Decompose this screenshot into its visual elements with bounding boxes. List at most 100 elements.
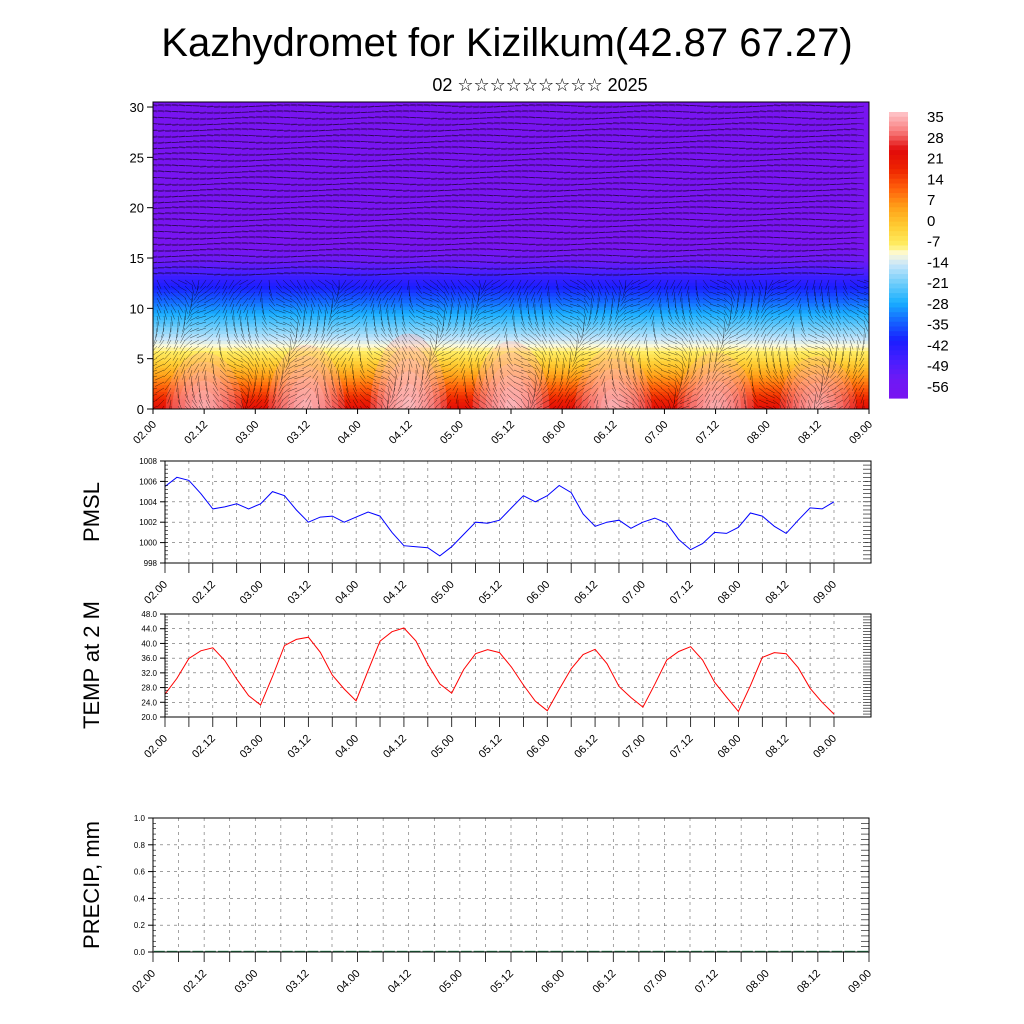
temperature-band <box>153 105 869 110</box>
colorbar-label: -14 <box>927 254 949 271</box>
colorbar-segment <box>889 297 908 304</box>
y-tick-label: 48.0 <box>141 610 157 619</box>
x-tick-label: 05.12 <box>477 579 505 607</box>
temperature-frame <box>164 613 872 718</box>
colorbar-label: -42 <box>927 337 949 354</box>
temperature-band <box>153 296 869 301</box>
x-tick-label: 07.00 <box>620 579 648 607</box>
heating-lobe <box>485 363 537 409</box>
x-tick-label: 04.12 <box>386 968 414 996</box>
precip-bar <box>217 950 229 952</box>
colorbar-segment <box>889 321 908 328</box>
temperature-band <box>153 354 869 359</box>
temperature-band <box>153 122 869 127</box>
colorbar-segment <box>889 126 908 132</box>
heating-lobe <box>280 366 332 409</box>
heating-lobe <box>165 352 243 409</box>
temperature-band <box>153 405 869 409</box>
precip-bar <box>857 950 868 952</box>
x-tick-label: 08.12 <box>763 733 791 761</box>
cross-section-y-axis: 0 5 10 15 20 25 30 <box>130 100 153 417</box>
temperature-band <box>153 395 869 400</box>
temperature-band <box>153 378 869 383</box>
pmsl-panel: 998 1000 1002 1004 1006 1008 02.00 02.12 03.00 03… <box>79 457 872 607</box>
x-tick-label: 09.00 <box>811 579 839 607</box>
x-tick-label: 05.00 <box>437 968 465 996</box>
colorbar-segment <box>889 173 908 180</box>
heating-lobe <box>191 390 217 409</box>
temperature-band <box>153 119 869 124</box>
colorbar-segment <box>889 221 908 227</box>
x-tick-label: 08.12 <box>763 579 791 607</box>
temperature-band <box>153 224 869 229</box>
cross-section-x-axis: 02.00 02.12 03.00 03.12 04.00 04.12 05.00 05.12… <box>131 409 875 447</box>
temperature-band <box>153 275 869 280</box>
y-tick-label: 0.4 <box>134 894 146 903</box>
temperature-band <box>153 245 869 250</box>
x-tick-label: 03.00 <box>232 968 260 996</box>
precip-bar <box>396 950 408 952</box>
temperature-band <box>153 173 869 178</box>
temperature-band <box>153 190 869 195</box>
colorbar-segment <box>889 345 908 351</box>
precip-bar <box>192 950 204 952</box>
x-tick-label: 06.12 <box>572 579 600 607</box>
temperature-band <box>153 252 869 257</box>
precip-bar <box>230 950 242 952</box>
precip-bar <box>422 950 434 952</box>
x-tick-label: 04.00 <box>333 733 361 761</box>
precip-bar <box>678 950 689 952</box>
temperature-band <box>153 337 869 342</box>
precip-bar <box>307 950 319 952</box>
heating-lobe <box>479 352 543 409</box>
temperature-band <box>153 303 869 308</box>
colorbar-label: 0 <box>927 213 935 230</box>
pmsl-grid <box>164 460 871 564</box>
colorbar-segment <box>889 216 908 223</box>
temperature-band <box>153 207 869 212</box>
x-tick-label: 03.12 <box>284 968 312 996</box>
y-tick-label: 15 <box>130 251 144 266</box>
precip-bar <box>179 950 191 952</box>
precip-bar <box>294 950 306 952</box>
precip-bars <box>154 950 868 952</box>
temperature-band <box>153 214 869 219</box>
x-tick-label: 07.12 <box>694 419 722 447</box>
colorbar-segment <box>889 235 908 242</box>
y-tick-label: 0 <box>137 402 144 417</box>
temperature-band <box>153 347 869 352</box>
temperature-band <box>153 330 869 335</box>
colorbar-labels: 35 28 21 14 7 0 -7 -14 -21 -28 -35 -42 -49 -56 <box>927 109 949 396</box>
temperature-axes: 20.0 24.0 28.0 32.0 36.0 40.0 44.0 48.0 02.00 02.… <box>141 610 871 761</box>
x-tick-label: 08.00 <box>716 733 744 761</box>
precip-y-label: PRECIP, mm <box>79 821 104 949</box>
y-tick-label: 0.0 <box>134 948 146 957</box>
x-tick-label: 09.00 <box>847 419 875 447</box>
precip-bar <box>729 950 741 952</box>
precip-bar <box>473 950 485 952</box>
temperature-band <box>153 166 869 171</box>
temperature-band <box>153 228 869 233</box>
temperature-band <box>153 374 869 379</box>
x-tick-label: 02.12 <box>182 419 210 447</box>
x-tick-label: 02.00 <box>130 968 158 996</box>
temperature-band <box>153 108 869 113</box>
colorbar-segment <box>889 364 908 370</box>
precip-bar <box>281 950 293 952</box>
temperature-band <box>153 204 869 209</box>
colorbar-segment <box>889 355 908 361</box>
precip-bar <box>537 950 549 952</box>
temperature-band <box>153 299 869 304</box>
colorbar-segment <box>889 378 908 385</box>
cross-section-panel: 0 5 10 15 20 25 30 02.00 02.12 03.00 03.12 04.00 04… <box>130 100 876 447</box>
colorbar-label: 14 <box>927 171 944 188</box>
heating-lobe <box>491 375 531 409</box>
precip-bar <box>691 950 702 952</box>
precip-bar <box>550 950 562 952</box>
colorbar-segment <box>889 245 908 251</box>
x-tick-label: 07.00 <box>642 968 670 996</box>
precip-bar <box>652 950 664 952</box>
x-tick-label: 08.12 <box>796 419 824 447</box>
y-tick-label: 10 <box>130 301 144 316</box>
